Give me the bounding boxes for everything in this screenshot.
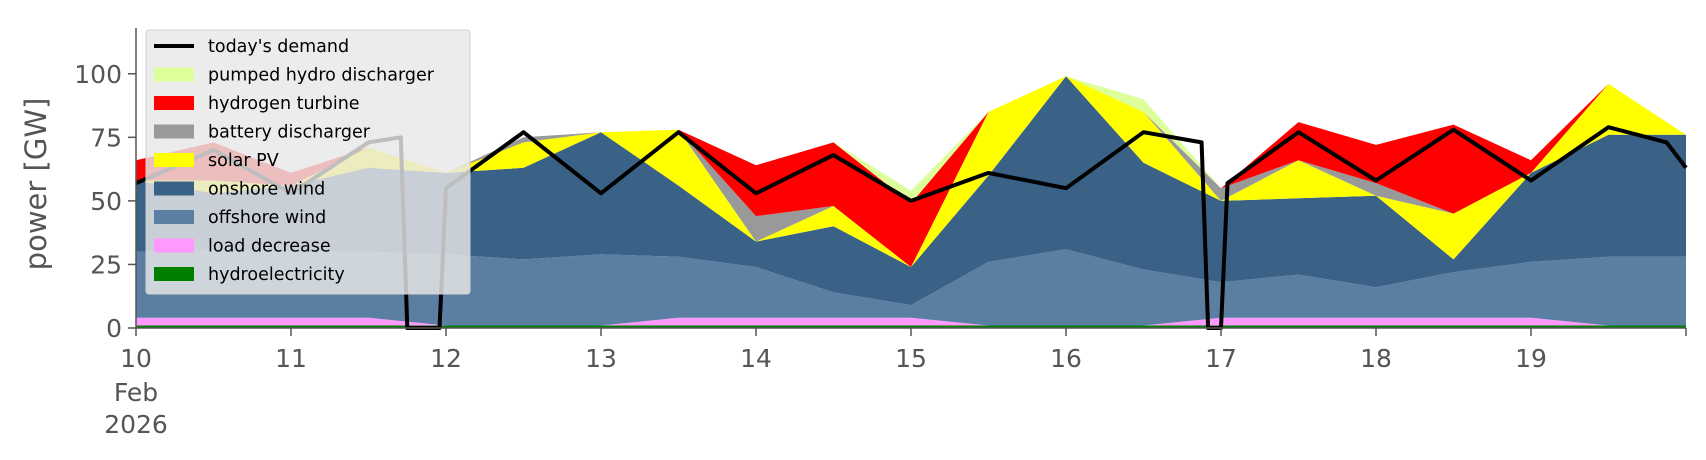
x-tick-label: 12 bbox=[430, 344, 462, 373]
legend-swatch-load-decrease bbox=[154, 238, 194, 253]
legend-label-hydroelectricity: hydroelectricity bbox=[208, 265, 345, 285]
series-area-onshore-wind bbox=[136, 76, 1686, 306]
legend-swatch-battery-discharger bbox=[154, 124, 194, 139]
legend-label-onshore-wind: onshore wind bbox=[208, 180, 325, 200]
legend-label-hydrogen-turbine: hydrogen turbine bbox=[208, 94, 360, 114]
legend-swatch-solar-pv bbox=[154, 153, 194, 167]
legend-box bbox=[145, 29, 471, 295]
axes: 0 25 50 75 100 10 Feb 2026 11 12 13 14 15 16 17 18 19 pow… bbox=[19, 28, 1687, 439]
x-tick-label: 18 bbox=[1360, 344, 1392, 373]
x-tick-sublabel: 2026 bbox=[104, 410, 168, 439]
y-tick-label: 100 bbox=[74, 60, 122, 89]
x-tick-sublabel: Feb bbox=[114, 378, 158, 407]
legend-swatch-pumped-hydro-discharger bbox=[154, 67, 194, 82]
x-tick-label: 15 bbox=[895, 344, 927, 373]
series-area-offshore-wind bbox=[136, 249, 1686, 326]
x-tick-label: 19 bbox=[1515, 344, 1547, 373]
y-tick-label: 25 bbox=[90, 250, 122, 279]
x-tick-label: 10 bbox=[120, 344, 152, 373]
legend-swatch-offshore-wind bbox=[154, 210, 194, 224]
y-tick-label: 75 bbox=[90, 123, 122, 152]
legend-label-load-decrease: load decrease bbox=[208, 237, 331, 257]
x-tick-label: 13 bbox=[585, 344, 617, 373]
y-axis-title: power [GW] bbox=[19, 98, 53, 271]
stacked-areas bbox=[136, 76, 1686, 328]
legend-label-today-s-demand: today's demand bbox=[208, 37, 349, 57]
x-tick-label: 14 bbox=[740, 344, 772, 373]
legend-label-battery-discharger: battery discharger bbox=[208, 123, 371, 143]
legend-label-solar-pv: solar PV bbox=[208, 151, 279, 171]
legend-swatch-hydroelectricity bbox=[154, 267, 194, 281]
legend-swatch-onshore-wind bbox=[154, 181, 194, 196]
x-tick-label: 11 bbox=[275, 344, 307, 373]
y-tick-label: 0 bbox=[106, 314, 122, 343]
y-tick-label: 50 bbox=[90, 187, 122, 216]
series-area-load-decrease bbox=[136, 317, 1686, 326]
legend: today's demand pumped hydro discharger hyd… bbox=[145, 29, 471, 295]
legend-label-offshore-wind: offshore wind bbox=[208, 208, 326, 228]
legend-label-pumped-hydro-discharger: pumped hydro discharger bbox=[208, 66, 435, 86]
x-tick-label: 16 bbox=[1050, 344, 1082, 373]
legend-swatch-hydrogen-turbine bbox=[154, 96, 194, 110]
series-area-hydrogen-turbine bbox=[136, 76, 1686, 267]
x-tick-label: 17 bbox=[1205, 344, 1237, 373]
